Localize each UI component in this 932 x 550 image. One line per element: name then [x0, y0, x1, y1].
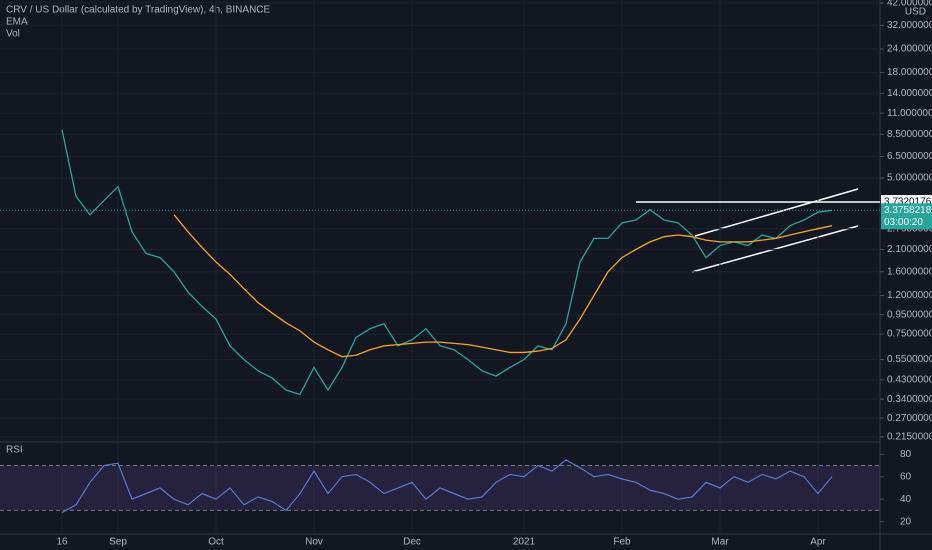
y-tick-label: 0.2700000 [887, 413, 932, 424]
y-tick-label: 8.5000000 [887, 129, 932, 140]
y-tick-label: 6.5000000 [887, 151, 932, 162]
x-tick-label: 2021 [513, 537, 536, 548]
series-line [61, 129, 833, 396]
y-tick-label: 0.5500000 [887, 354, 932, 365]
series-line [61, 459, 833, 514]
legend-vol: Vol [6, 29, 20, 40]
y-tick-label: 24.0000000 [887, 44, 932, 55]
x-tick-label: Dec [403, 537, 421, 548]
y-tick-label: 32.0000000 [887, 20, 932, 31]
channel-upper [694, 188, 859, 237]
chart-title: CRV / US Dollar (calculated by TradingVi… [6, 5, 271, 16]
y-tick-label: 0.7500000 [887, 329, 932, 340]
hline-label: 3.7320176 [884, 197, 932, 208]
x-tick-label: Feb [613, 537, 631, 548]
y-tick-label: 14.0000000 [887, 88, 932, 99]
y-tick-label: 5.0000000 [887, 173, 932, 184]
y-tick-label: 42.0000000 [887, 0, 932, 9]
last-price-label: 3.3758218 [884, 205, 932, 216]
axis-unit: USD [905, 7, 926, 18]
x-tick-label: Apr [810, 537, 826, 548]
x-tick-label: Sep [109, 537, 127, 548]
legend-ema: EMA [6, 17, 28, 28]
y-tick-label: 0.9500000 [887, 309, 932, 320]
last-price-bg [881, 203, 932, 230]
countdown-label: 03:00:20 [884, 217, 923, 228]
y-tick-label: 2.1000000 [887, 244, 932, 255]
rsi-title: RSI [6, 445, 23, 456]
ema-line [173, 214, 833, 358]
x-tick-label: Mar [711, 537, 729, 548]
y-tick-label: 80 [900, 449, 912, 460]
y-tick-label: 0.4300000 [887, 374, 932, 385]
y-tick-label: 40 [900, 494, 912, 505]
y-tick-label: 0.3400000 [887, 394, 932, 405]
y-tick-label: 20 [900, 516, 912, 527]
x-tick-label: 16 [56, 537, 68, 548]
x-tick-label: Oct [208, 537, 224, 548]
y-tick-label: 1.6000000 [887, 266, 932, 277]
y-tick-label: 1.2000000 [887, 290, 932, 301]
x-tick-label: Nov [305, 537, 323, 548]
y-tick-label: 60 [900, 471, 912, 482]
y-tick-label: 0.2150000 [887, 432, 932, 443]
y-tick-label: 11.0000000 [887, 108, 932, 119]
y-tick-label: 18.0000000 [887, 67, 932, 78]
